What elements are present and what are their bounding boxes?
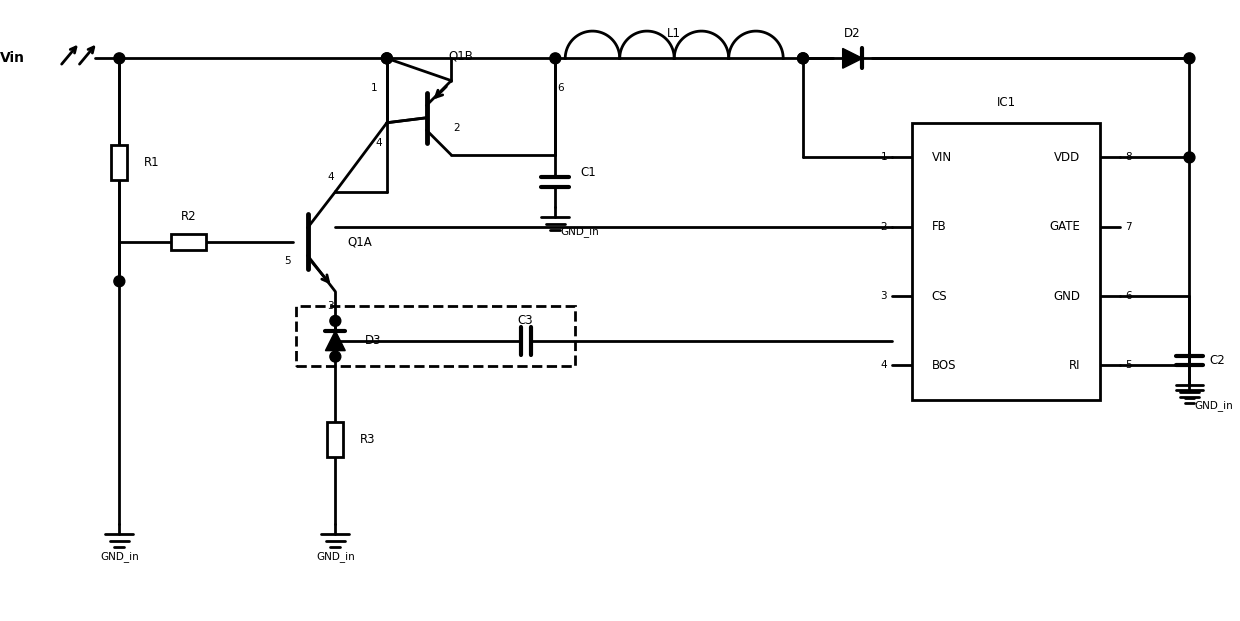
Text: 6: 6	[1125, 291, 1132, 301]
Text: L1: L1	[667, 27, 681, 40]
Bar	[913, 123, 1100, 400]
Text: 4: 4	[880, 361, 888, 371]
Bar	[327, 422, 343, 457]
Bar	[171, 233, 206, 250]
Text: GND_in: GND_in	[1194, 400, 1233, 410]
Text: R1: R1	[144, 156, 160, 169]
Circle shape	[797, 53, 808, 64]
Circle shape	[114, 53, 125, 64]
Text: Q1B: Q1B	[449, 49, 474, 62]
Polygon shape	[843, 48, 863, 68]
Text: 6: 6	[557, 83, 564, 93]
Bar	[112, 145, 128, 179]
Text: R2: R2	[181, 211, 196, 224]
Text: FB: FB	[931, 220, 946, 233]
Circle shape	[382, 53, 392, 64]
Text: 8: 8	[1125, 152, 1132, 163]
Text: 1: 1	[371, 83, 377, 93]
Text: D2: D2	[844, 27, 861, 40]
Polygon shape	[325, 331, 345, 351]
Text: 5: 5	[284, 256, 291, 266]
Text: C1: C1	[580, 166, 596, 179]
Text: 5: 5	[1125, 361, 1132, 371]
Circle shape	[382, 53, 392, 64]
Text: 4: 4	[327, 172, 334, 182]
Circle shape	[330, 315, 341, 327]
Text: D3: D3	[365, 334, 382, 347]
Text: 7: 7	[1125, 222, 1132, 232]
Text: Vin: Vin	[0, 52, 25, 65]
Text: R3: R3	[360, 433, 376, 446]
Text: GND_in: GND_in	[560, 226, 599, 237]
Text: 1: 1	[880, 152, 888, 163]
Text: 2: 2	[453, 123, 460, 133]
Text: 2: 2	[880, 222, 888, 232]
Circle shape	[1184, 53, 1195, 64]
Circle shape	[114, 276, 125, 287]
Text: CS: CS	[931, 289, 947, 302]
Text: 3: 3	[327, 301, 334, 312]
Text: IC1: IC1	[997, 96, 1016, 109]
Bar	[295, 306, 575, 366]
Text: Q1A: Q1A	[347, 235, 372, 248]
Text: GND_in: GND_in	[100, 551, 139, 562]
Text: VIN: VIN	[931, 151, 952, 164]
Text: 3: 3	[880, 291, 888, 301]
Text: GND_in: GND_in	[316, 551, 355, 562]
Circle shape	[797, 53, 808, 64]
Circle shape	[1184, 152, 1195, 163]
Text: RI: RI	[1069, 359, 1080, 372]
Circle shape	[549, 53, 560, 64]
Text: 4: 4	[376, 137, 382, 148]
Text: GND: GND	[1054, 289, 1080, 302]
Text: C3: C3	[518, 314, 533, 327]
Text: GATE: GATE	[1049, 220, 1080, 233]
Circle shape	[330, 351, 341, 362]
Text: BOS: BOS	[931, 359, 956, 372]
Text: C2: C2	[1209, 354, 1225, 367]
Text: VDD: VDD	[1054, 151, 1080, 164]
